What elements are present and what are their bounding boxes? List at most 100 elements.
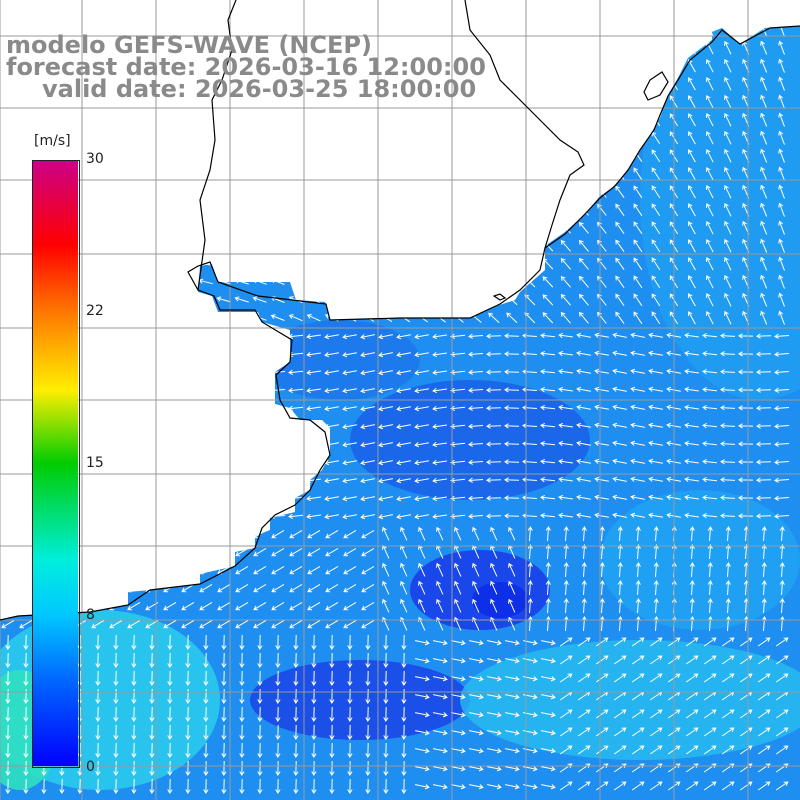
- wind-arrow: [239, 742, 245, 758]
- wind-arrow: [635, 616, 641, 632]
- wind-arrow: [221, 652, 227, 668]
- wind-arrow: [347, 706, 353, 722]
- wind-arrow: [432, 387, 447, 394]
- wind-arrow: [774, 387, 790, 393]
- wind-arrow: [167, 688, 173, 704]
- wind-arrow: [649, 763, 663, 773]
- wind-arrow: [257, 760, 263, 776]
- wind-arrow: [468, 405, 484, 411]
- wind-arrow: [703, 673, 717, 683]
- wind-arrow: [705, 292, 714, 307]
- wind-arrow: [433, 766, 448, 772]
- wind-arrow: [599, 616, 605, 632]
- wind-arrow: [324, 334, 339, 340]
- wind-arrow: [505, 640, 520, 646]
- wind-arrow: [653, 598, 659, 614]
- wind-arrow: [414, 424, 429, 430]
- wind-arrow: [343, 529, 357, 539]
- wind-arrow: [415, 658, 430, 664]
- wind-arrow: [545, 580, 551, 596]
- wind-arrow: [648, 494, 663, 500]
- wind-arrow: [756, 405, 772, 411]
- wind-arrow: [293, 670, 299, 686]
- wind-arrow: [630, 440, 645, 446]
- colorbar-tick-15: 15: [86, 455, 104, 471]
- wind-arrow: [306, 405, 321, 412]
- wind-arrow: [633, 167, 643, 181]
- wind-arrow: [760, 112, 768, 127]
- wind-arrow: [347, 742, 353, 758]
- wind-arrow: [702, 422, 718, 429]
- wind-arrow: [378, 460, 393, 466]
- wind-arrow: [432, 405, 447, 412]
- wind-arrow: [649, 745, 663, 755]
- wind-arrow: [275, 742, 281, 758]
- wind-arrow: [560, 239, 571, 252]
- wind-arrow: [578, 257, 589, 270]
- wind-arrow: [396, 352, 411, 358]
- wind-arrow: [581, 616, 587, 632]
- wind-arrow: [288, 513, 304, 520]
- wind-arrow: [307, 565, 321, 575]
- wind-arrow: [779, 562, 785, 578]
- wind-arrow: [594, 512, 609, 518]
- wind-arrow: [401, 760, 407, 776]
- wind-arrow: [687, 275, 696, 289]
- wind-arrow: [563, 616, 569, 632]
- wind-arrow: [725, 526, 731, 542]
- wind-arrow: [436, 598, 444, 613]
- wind-arrow: [684, 458, 699, 465]
- wind-arrow: [720, 423, 736, 429]
- wind-arrow: [760, 94, 768, 109]
- wind-arrow: [724, 112, 732, 127]
- wind-arrow: [253, 601, 267, 611]
- wind-arrow: [685, 637, 699, 647]
- wind-arrow: [739, 727, 753, 737]
- wind-arrow: [651, 293, 661, 307]
- wind-arrow: [311, 778, 317, 794]
- wind-arrow: [738, 369, 754, 375]
- wind-arrow: [577, 763, 591, 773]
- wind-arrow: [705, 238, 714, 253]
- wind-arrow: [365, 670, 371, 686]
- wind-arrow: [633, 311, 643, 325]
- wind-arrow: [653, 580, 659, 596]
- wind-arrow: [221, 670, 227, 686]
- wind-arrow: [739, 637, 753, 647]
- wind-arrow: [342, 406, 357, 412]
- wind-arrow: [541, 694, 556, 700]
- wind-arrow: [757, 709, 771, 719]
- wind-arrow: [468, 423, 484, 429]
- wind-arrow: [778, 58, 785, 73]
- wind-arrow: [433, 694, 448, 700]
- wind-arrow: [778, 94, 785, 109]
- wind-arrow: [631, 673, 645, 683]
- wind-arrow: [594, 458, 609, 464]
- wind-arrow: [149, 652, 155, 668]
- wind-arrow: [450, 441, 466, 448]
- map-title: modelo GEFS-WAVE (NCEP): [6, 31, 372, 59]
- wind-arrow: [684, 476, 699, 483]
- wind-arrow: [523, 748, 538, 754]
- wind-arrow: [383, 742, 389, 758]
- wind-arrow: [77, 760, 83, 776]
- wind-arrow: [324, 370, 339, 376]
- wind-arrow: [365, 778, 371, 794]
- wind-arrow: [648, 476, 663, 482]
- wind-arrow: [401, 688, 407, 704]
- wind-arrow: [361, 601, 375, 611]
- wind-arrow: [756, 369, 772, 375]
- wind-arrow: [725, 616, 731, 632]
- wind-arrow: [167, 652, 173, 668]
- wind-arrow: [185, 706, 191, 722]
- wind-arrow: [651, 185, 661, 199]
- wind-arrow: [649, 673, 663, 683]
- wind-arrow: [504, 369, 520, 375]
- wind-arrow: [508, 598, 516, 613]
- wind-arrow: [324, 352, 339, 358]
- wind-arrow: [454, 598, 462, 613]
- wind-arrow: [235, 583, 249, 593]
- wind-arrow: [738, 423, 754, 429]
- wind-arrow: [311, 670, 317, 686]
- wind-arrow: [329, 670, 335, 686]
